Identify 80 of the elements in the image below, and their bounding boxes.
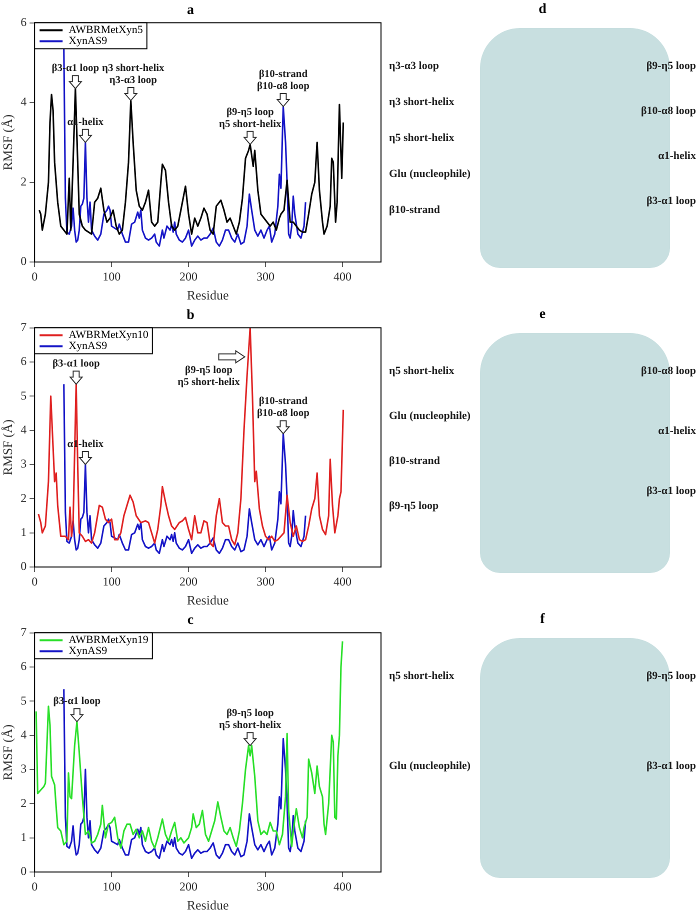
text: β10-strand xyxy=(389,204,440,216)
chart-title: b xyxy=(186,308,195,324)
y-tick-label: 4 xyxy=(20,94,27,109)
y-tick-label: 2 xyxy=(20,490,27,505)
y-tick-label: 1 xyxy=(20,830,27,844)
y-tick-label: 2 xyxy=(20,796,27,810)
text: e xyxy=(538,307,547,323)
text: β9-η5 loop xyxy=(389,500,439,512)
text: β9-η5 loop xyxy=(646,60,696,72)
x-tick-label: 200 xyxy=(180,879,198,894)
text: d xyxy=(538,2,548,18)
x-axis-title: Residue xyxy=(186,592,229,608)
y-tick-label: 7 xyxy=(20,320,27,334)
y-axis-title: RMSF (Å) xyxy=(0,114,16,170)
x-tick-label: 0 xyxy=(32,269,38,284)
legend-label: AWBRMetXyn19 xyxy=(68,634,149,646)
text: η3-α3 loop xyxy=(389,60,439,72)
y-tick-label: 6 xyxy=(20,659,27,674)
text: η3 short-helix xyxy=(389,96,454,108)
text: α1-helix xyxy=(658,425,696,437)
x-tick-label: 300 xyxy=(256,879,275,894)
text: η5 short-helix xyxy=(389,132,454,144)
x-tick-label: 100 xyxy=(102,269,121,284)
chart-title: a xyxy=(187,3,194,18)
x-tick-label: 200 xyxy=(180,269,198,284)
text: η5 short-helix xyxy=(389,365,454,377)
y-tick-label: 4 xyxy=(20,422,27,436)
x-tick-label: 0 xyxy=(32,879,38,894)
y-tick-label: 6 xyxy=(20,354,27,368)
y-tick-label: 1 xyxy=(20,524,27,539)
y-axis-title: RMSF (Å) xyxy=(0,419,16,476)
x-tick-label: 100 xyxy=(102,574,121,588)
y-axis-title: RMSF (Å) xyxy=(0,724,16,780)
x-tick-label: 400 xyxy=(334,879,352,894)
text: f xyxy=(539,612,546,628)
y-tick-label: 0 xyxy=(20,254,27,268)
y-tick-label: 2 xyxy=(20,174,27,188)
x-tick-label: 300 xyxy=(256,269,275,284)
text: β9-η5 loop xyxy=(646,670,696,682)
text: β10-α8 loop xyxy=(640,105,696,117)
text: Glu (nucleophile) xyxy=(389,410,471,422)
text: α1-helix xyxy=(658,150,696,162)
legend-label: XynAS9 xyxy=(68,645,108,658)
text: η5 short-helix xyxy=(389,670,454,682)
x-tick-label: 400 xyxy=(334,574,352,588)
annotation: η3 short-helix η3-α3 loop xyxy=(102,63,166,86)
y-tick-label: 6 xyxy=(20,14,27,29)
text: Glu (nucleophile) xyxy=(389,760,471,772)
y-tick-label: 4 xyxy=(20,727,27,742)
y-tick-label: 0 xyxy=(20,864,27,878)
x-tick-label: 200 xyxy=(180,574,198,588)
annotation: β3-α1 loop xyxy=(52,358,100,370)
y-tick-label: 5 xyxy=(20,693,27,708)
x-tick-label: 100 xyxy=(102,879,121,894)
text: β3-α1 loop xyxy=(646,485,696,497)
text: β3-α1 loop xyxy=(646,195,696,207)
x-tick-label: 300 xyxy=(256,574,275,588)
text: Glu (nucleophile) xyxy=(389,168,471,180)
legend-label: XynAS9 xyxy=(68,340,108,352)
annotation: β10-strand β10-α8 loop xyxy=(256,396,310,420)
text: β3-α1 loop xyxy=(646,760,696,772)
y-tick-label: 3 xyxy=(20,762,27,776)
y-tick-label: 0 xyxy=(20,559,27,574)
text: β10-strand xyxy=(389,455,440,467)
y-tick-label: 7 xyxy=(20,624,27,639)
x-axis-title: Residue xyxy=(186,898,229,913)
chart-title: c xyxy=(187,613,194,628)
annotation: β9-η5 loop η5 short-helix xyxy=(219,106,282,130)
annotation: β9-η5 loop η5 short-helix xyxy=(219,708,282,732)
text: β10-α8 loop xyxy=(640,365,696,377)
annotation: β9-η5 loop η5 short-helix xyxy=(178,364,241,388)
x-tick-label: 400 xyxy=(334,269,352,284)
x-tick-label: 0 xyxy=(32,574,38,588)
legend-label: AWBRMetXyn10 xyxy=(68,329,149,342)
x-axis-title: Residue xyxy=(186,288,229,303)
legend-label: AWBRMetXyn5 xyxy=(68,24,144,36)
legend-label: XynAS9 xyxy=(68,35,108,48)
y-tick-label: 3 xyxy=(20,456,27,471)
annotation: β10-strand β10-α8 loop xyxy=(256,68,310,92)
y-tick-label: 5 xyxy=(20,388,27,402)
